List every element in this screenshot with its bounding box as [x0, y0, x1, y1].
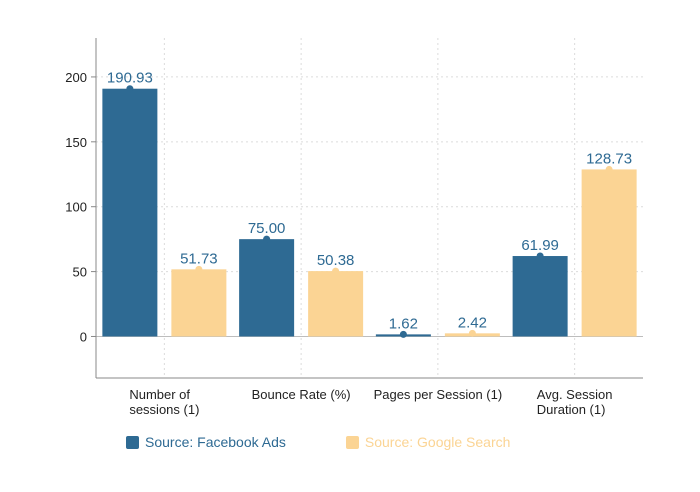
bar-point-marker — [605, 165, 613, 173]
x-category-label: Avg. Session Duration (1) — [537, 387, 613, 417]
bars — [102, 85, 637, 338]
data-label: 190.93 — [107, 70, 153, 87]
bar-point-marker — [332, 267, 340, 275]
y-tick-label: 0 — [80, 329, 87, 344]
bar-google[interactable] — [581, 169, 637, 337]
bar-facebook[interactable] — [512, 256, 568, 337]
bar-point-marker — [263, 235, 271, 243]
legend-item-google[interactable]: Source: Google Search — [345, 434, 511, 450]
x-category-label: Pages per Session (1) — [374, 387, 503, 402]
bar-point-marker — [468, 329, 476, 337]
data-labels: 190.93 75.00 1.62 61.99 51.73 50.38 2.42 128.73 — [107, 70, 632, 333]
legend: Source: Facebook Ads Source: Google Sear… — [126, 434, 510, 450]
data-label: 61.99 — [521, 237, 559, 254]
category-labels: Number of sessions (1) Bounce Rate (%) Page… — [129, 387, 612, 417]
y-tick-label: 200 — [65, 70, 87, 85]
legend-item-facebook[interactable]: Source: Facebook Ads — [126, 434, 286, 450]
data-label: 2.42 — [458, 314, 487, 331]
bar-point-marker — [399, 330, 407, 338]
bar-google[interactable] — [171, 269, 227, 337]
bar-google[interactable] — [308, 271, 364, 337]
y-tick-label: 100 — [65, 200, 87, 215]
y-tick-label: 150 — [65, 135, 87, 150]
legend-swatch-google — [345, 435, 359, 449]
axes — [95, 38, 643, 379]
y-tick-label: 50 — [73, 265, 87, 280]
legend-label-google: Source: Google Search — [364, 434, 511, 450]
bar-point-marker — [126, 85, 134, 93]
bar-facebook[interactable] — [102, 88, 158, 337]
data-label: 1.62 — [389, 315, 418, 332]
data-label: 51.73 — [180, 250, 218, 267]
legend-label-facebook: Source: Facebook Ads — [145, 434, 286, 450]
x-category-label: Bounce Rate (%) — [252, 387, 351, 402]
legend-swatch-facebook — [126, 435, 139, 449]
bar-chart: 0 50 100 150 200 190.93 75.00 1.62 61.99 51.73 50… — [65, 38, 643, 417]
data-label: 128.73 — [586, 150, 632, 167]
data-label: 75.00 — [248, 220, 286, 237]
bar-point-marker — [536, 252, 544, 260]
bar-facebook[interactable] — [239, 239, 295, 337]
data-label: 50.38 — [317, 252, 355, 269]
x-category-label: Number of sessions (1) — [129, 387, 199, 417]
y-axis-ticks: 0 50 100 150 200 — [65, 70, 96, 344]
bar-point-marker — [195, 265, 203, 273]
